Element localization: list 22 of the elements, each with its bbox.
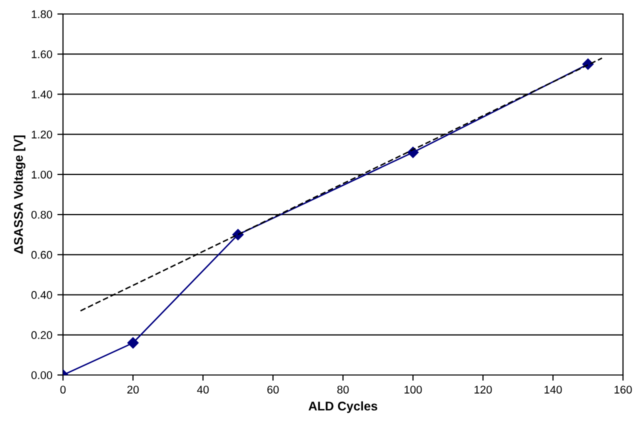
- x-tick-label: 0: [60, 386, 66, 394]
- y-tick-label: 0.80: [31, 210, 52, 219]
- x-axis-title: ALD Cycles: [308, 401, 378, 413]
- y-tick-label: 0.20: [31, 331, 52, 340]
- y-tick-label: 0.00: [31, 371, 52, 380]
- x-tick-label: 80: [337, 386, 349, 394]
- y-tick-label: 1.80: [32, 10, 52, 18]
- x-tick-label: 140: [544, 386, 562, 394]
- y-tick-label: 1.40: [32, 90, 52, 98]
- y-tick-label: 1.20: [32, 130, 52, 138]
- y-tick-label: 0.40: [31, 291, 52, 299]
- x-tick-label: 60: [267, 386, 279, 394]
- x-tick-label: 160: [614, 386, 632, 394]
- x-tick-label: 40: [197, 386, 209, 394]
- x-tick-label: 100: [404, 386, 422, 394]
- point: [127, 337, 139, 349]
- y-tick-label: 1.00: [32, 170, 52, 179]
- y-tick-label: 0.60: [31, 250, 52, 259]
- y-axis-title: ΔSASSA Voltage [V]: [14, 135, 26, 254]
- y-tick-label: 1.60: [32, 50, 52, 58]
- x-tick-label: 20: [127, 386, 139, 394]
- x-tick-label: 120: [474, 386, 492, 394]
